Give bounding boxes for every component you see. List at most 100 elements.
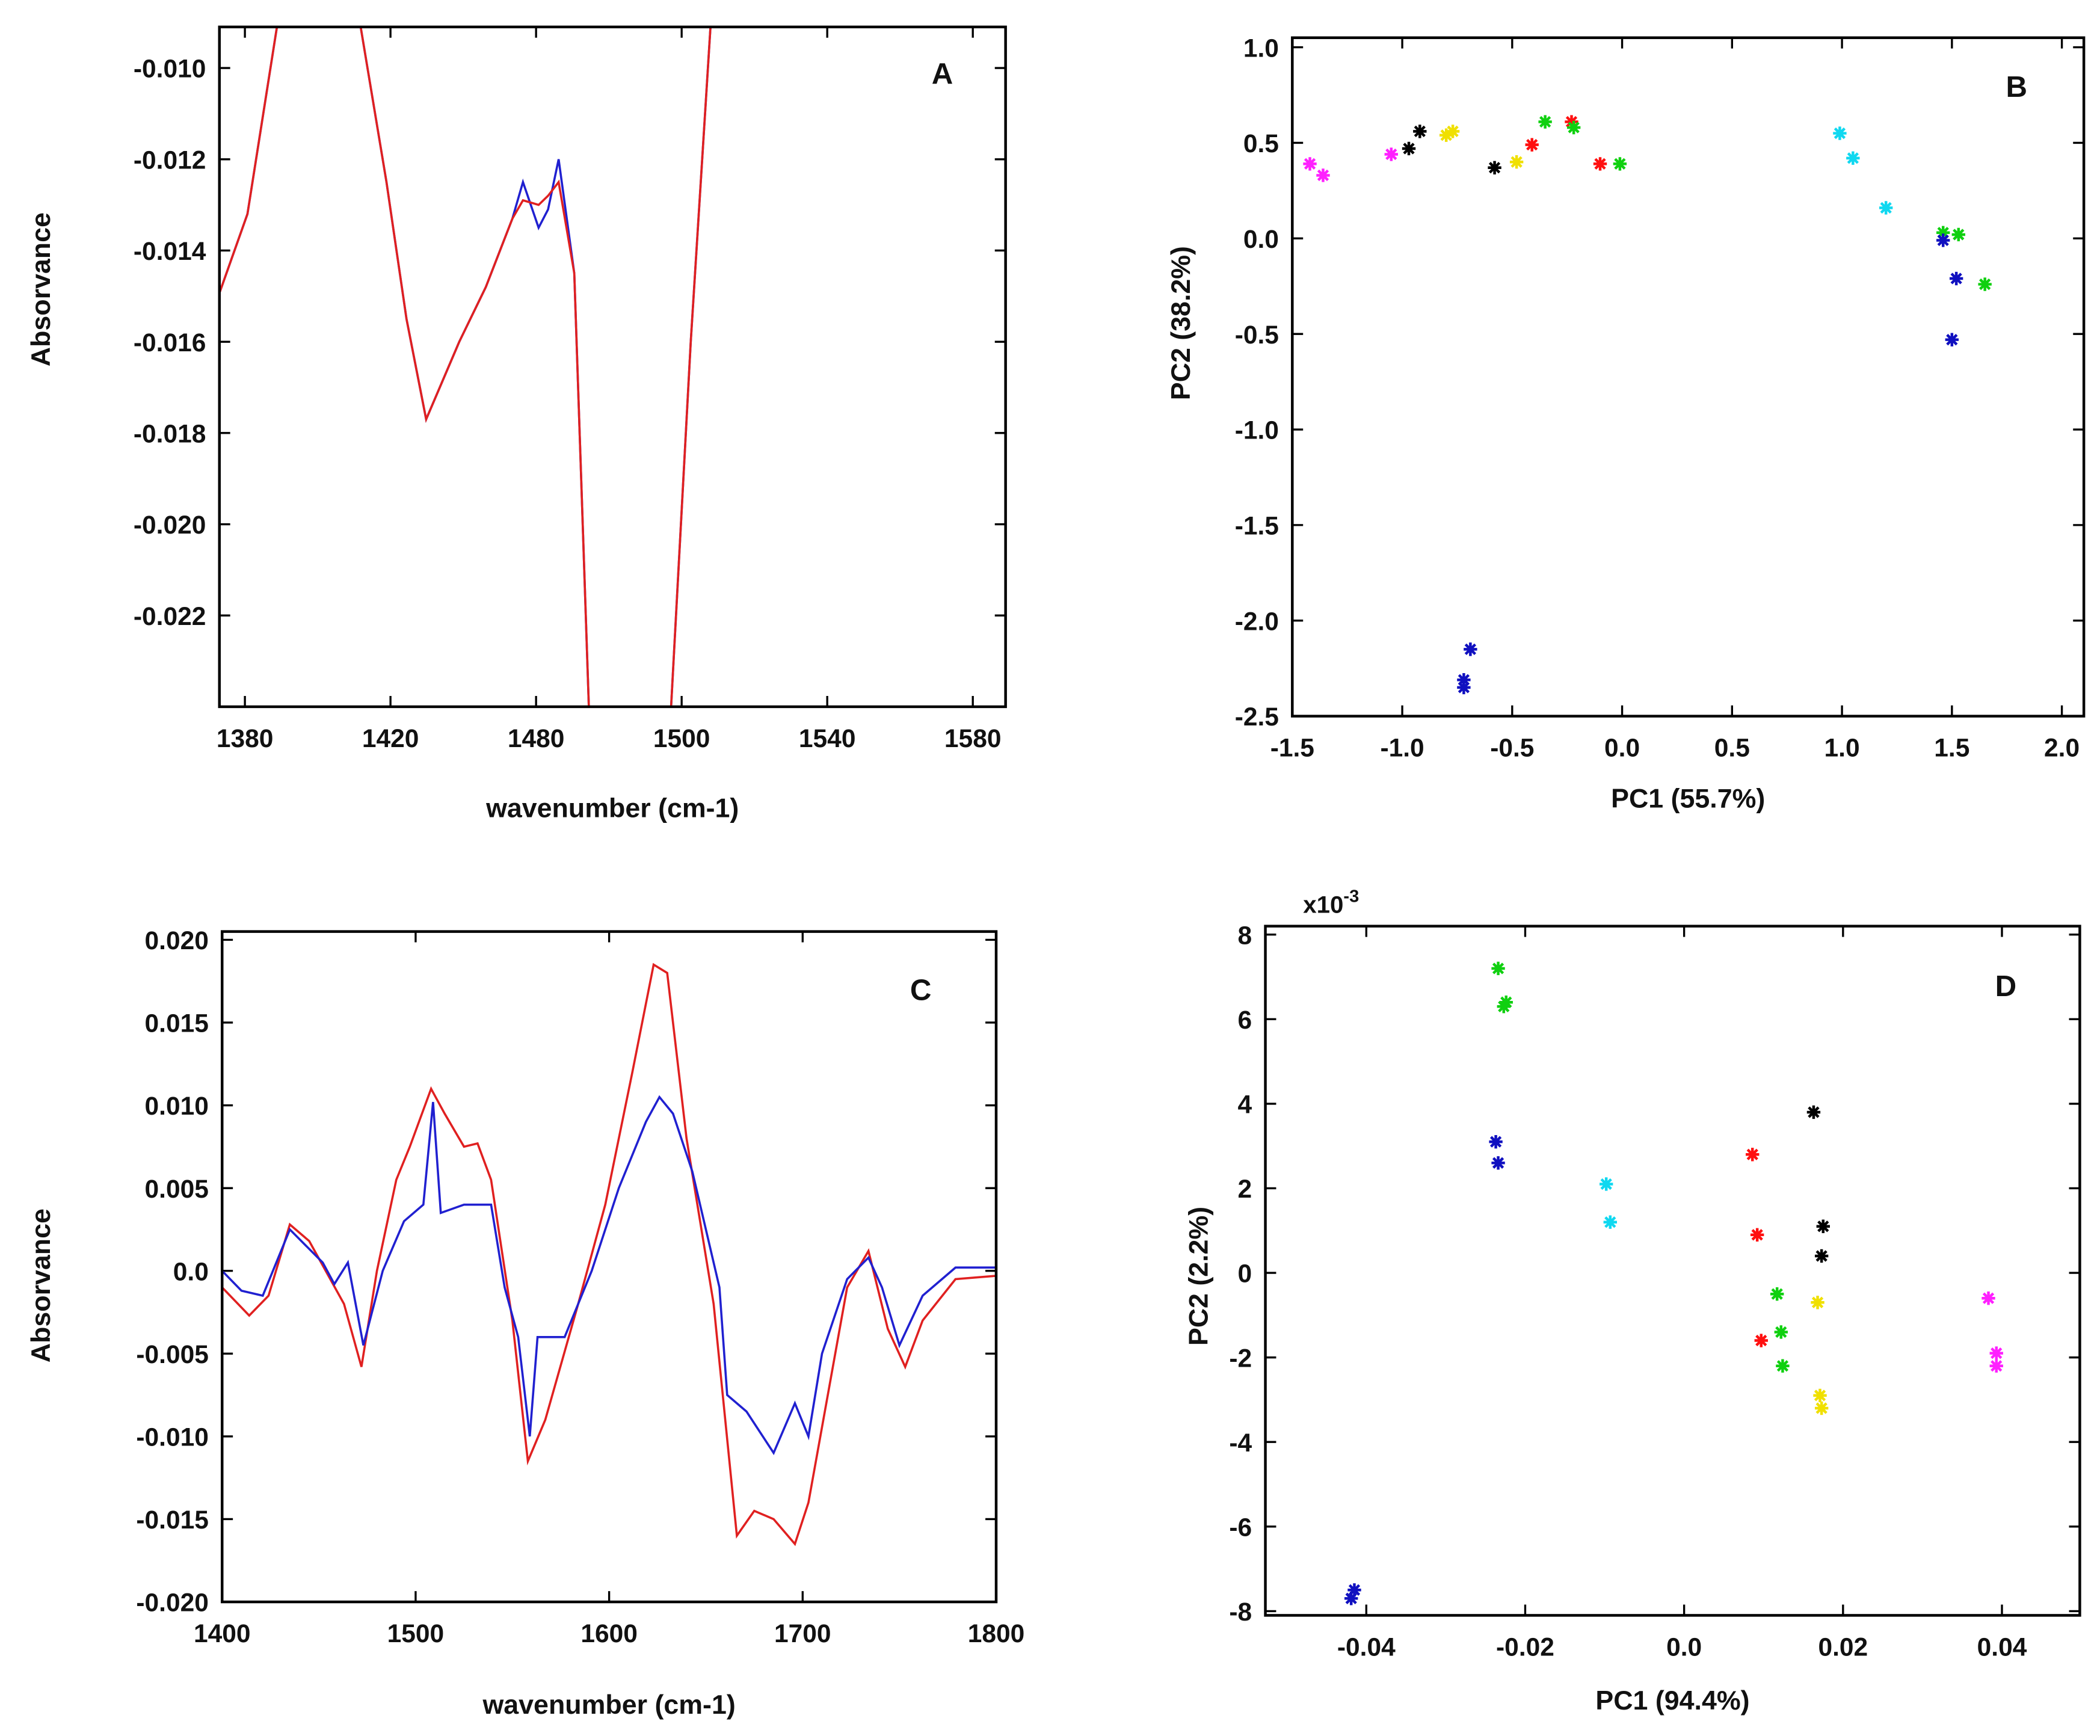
point (1879, 201, 1893, 215)
point (1491, 1156, 1505, 1170)
point (1770, 1287, 1784, 1301)
point (1538, 115, 1552, 129)
plot-area (219, 26, 712, 707)
y-tick-label: -0.016 (134, 329, 206, 357)
y-tick-label: 0 (1238, 1260, 1252, 1288)
y-tick-label: -4 (1229, 1429, 1252, 1457)
point (1603, 1215, 1618, 1229)
point (1951, 227, 1965, 242)
x-tick-label: -0.02 (1496, 1634, 1554, 1662)
point (1750, 1228, 1764, 1242)
point (1746, 1148, 1760, 1162)
y-axis-label: Absorvance (26, 212, 56, 366)
y-tick-label: -0.5 (1235, 321, 1279, 349)
point (1814, 1401, 1829, 1415)
x-tick-label: -1.0 (1380, 734, 1424, 763)
point (1978, 277, 1992, 291)
x-tick-label: 0.02 (1818, 1634, 1868, 1662)
point (1936, 226, 1950, 239)
x-tick-label: 1540 (799, 725, 856, 753)
y-tick-label: -0.005 (136, 1341, 209, 1369)
y-axis-label: PC2 (2.2%) (1183, 1207, 1213, 1346)
plot-area (222, 962, 996, 1547)
multiplier-base: x10 (1303, 891, 1343, 918)
point (1525, 138, 1539, 152)
point (1439, 128, 1453, 142)
panel: -0.04 -0.02 0.0 0.02 0.04 8 6 4 2 0 -2 -4 -6 -8 D PC1 (… (1183, 887, 2081, 1716)
point (1600, 1177, 1613, 1191)
x-axis-label: PC1 (94.4%) (1595, 1685, 1749, 1716)
panel-label: D (1995, 970, 2017, 1003)
point (1446, 125, 1460, 138)
y-tick-label: -0.010 (134, 55, 206, 84)
point (1813, 1388, 1827, 1403)
point (1989, 1359, 2003, 1373)
point (1806, 1105, 1821, 1119)
y-tick-label: -8 (1229, 1598, 1252, 1627)
y-tick-label: 0.0 (1243, 226, 1279, 254)
y-tick-label: -0.012 (134, 146, 206, 174)
point (1949, 271, 1963, 286)
y-tick-label: 1.0 (1243, 34, 1279, 63)
y-tick-label: -2.0 (1235, 608, 1279, 636)
x-axis-label: wavenumber (cm-1) (482, 1690, 735, 1720)
y-tick-label: -2 (1229, 1344, 1252, 1373)
point (1981, 1291, 1995, 1305)
x-tick-label: 1500 (387, 1620, 445, 1648)
line (222, 962, 996, 1547)
point (1566, 120, 1581, 135)
point (1464, 642, 1477, 656)
point (1833, 126, 1847, 140)
plot-frame (218, 25, 1007, 709)
x-tick-label: 1800 (968, 1620, 1025, 1648)
y-axis-label: PC2 (38.2%) (1166, 246, 1196, 400)
y-tick-label: 0.5 (1243, 130, 1279, 158)
point (1936, 233, 1950, 247)
y-tick-label: -6 (1229, 1513, 1252, 1542)
x-tick-label: 1420 (362, 725, 419, 753)
plot-frame (221, 930, 998, 1604)
x-tick-label: 1600 (580, 1620, 638, 1648)
point (1774, 1325, 1788, 1339)
x-axis-label: wavenumber (cm-1) (485, 793, 739, 823)
x-tick-label: 0.0 (1666, 1634, 1702, 1662)
point (1989, 1346, 2003, 1360)
y-tick-label: 0.005 (145, 1175, 209, 1204)
point (1488, 161, 1501, 174)
point (1457, 680, 1471, 695)
panel: 1400 1500 1600 1700 1800 0.020 0.015 0.010 0.005… (26, 927, 1024, 1720)
point (1811, 1296, 1824, 1310)
x-tick-label: 2.0 (2044, 734, 2080, 763)
point (1816, 1219, 1830, 1233)
y-tick-label: 0.020 (145, 927, 209, 955)
panel: -1.5 -1.0 -0.5 0.0 0.5 1.0 1.5 2.0 1.0 0.5 0.0 -0.5… (1166, 34, 2086, 814)
point (1344, 1592, 1358, 1605)
x-tick-label: 1.5 (1934, 734, 1969, 763)
x-tick-label: 0.0 (1604, 734, 1640, 763)
point (1593, 157, 1607, 171)
point (1754, 1334, 1768, 1347)
point (1776, 1359, 1790, 1373)
point (1489, 1134, 1503, 1149)
x-tick-label: 1400 (194, 1620, 251, 1648)
y-tick-label: 0.0 (173, 1258, 209, 1286)
point (1413, 125, 1427, 138)
point (1613, 157, 1627, 171)
y-tick-label: 8 (1238, 922, 1252, 950)
y-tick-label: -2.5 (1235, 703, 1279, 731)
point (1499, 996, 1513, 1009)
x-tick-label: 1480 (508, 725, 565, 753)
y-tick-label: -0.020 (136, 1589, 209, 1617)
panel-label: A (932, 57, 953, 90)
point (1347, 1583, 1361, 1597)
point (1945, 333, 1959, 346)
x-tick-label: 0.5 (1714, 734, 1750, 763)
multiplier-exponent: -3 (1343, 887, 1359, 906)
point (1316, 168, 1330, 182)
x-tick-label: 1580 (944, 725, 1002, 753)
panel-label: B (2006, 70, 2027, 103)
y-tick-label: -0.022 (134, 603, 206, 631)
point (1457, 673, 1471, 687)
y-tick-label: -0.014 (134, 238, 206, 266)
y-tick-label: -1.0 (1235, 417, 1279, 445)
